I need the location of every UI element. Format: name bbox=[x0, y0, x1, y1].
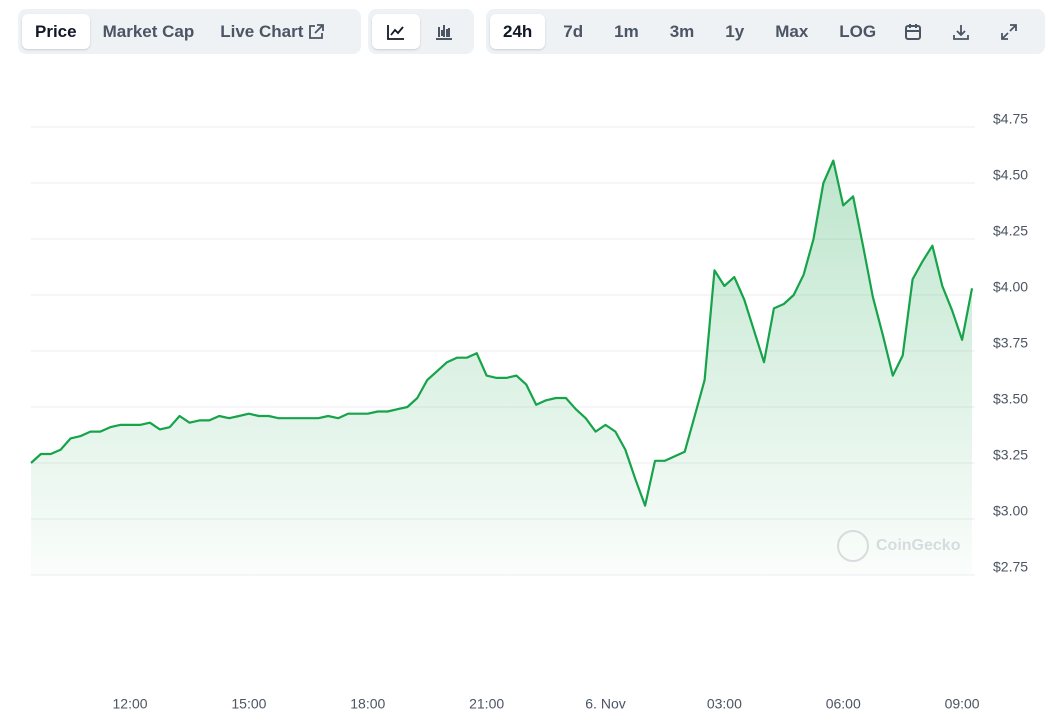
range[interactable]: LOG bbox=[839, 21, 877, 41]
x-tick-label: 18:00 bbox=[350, 696, 385, 712]
expand-icon[interactable] bbox=[985, 14, 1033, 49]
range[interactable]: 24h bbox=[490, 14, 546, 49]
download-icon[interactable] bbox=[937, 14, 985, 49]
range[interactable]: 7d bbox=[563, 21, 584, 41]
y-tick-label: $3.50 bbox=[993, 391, 1028, 407]
line-icon[interactable] bbox=[372, 14, 420, 49]
price-line bbox=[30, 159, 974, 507]
watermark-text: CoinGecko bbox=[876, 537, 961, 554]
range[interactable]: 1y bbox=[725, 21, 745, 41]
y-tick-label: $3.00 bbox=[993, 503, 1028, 519]
ranges: 24h 7d 1m 3m 1y Max LOG bbox=[486, 9, 1045, 54]
y-tick-label: $4.00 bbox=[993, 279, 1028, 295]
icon bbox=[387, 24, 404, 40]
tab[interactable]: Live Chart bbox=[207, 14, 338, 49]
y-tick-label: $4.25 bbox=[993, 223, 1028, 239]
watermark: CoinGecko bbox=[837, 530, 961, 562]
area bbox=[31, 160, 972, 575]
chart-kind bbox=[368, 9, 474, 54]
y-tick-label: $3.25 bbox=[993, 447, 1028, 463]
range[interactable]: 1m bbox=[614, 21, 639, 41]
x-tick-label: 12:00 bbox=[113, 696, 148, 712]
x-tick-label: 03:00 bbox=[707, 696, 742, 712]
y-tick-label: $2.75 bbox=[993, 559, 1028, 575]
tab-label: Live Chart bbox=[220, 21, 304, 41]
x-tick-label: 15:00 bbox=[231, 696, 266, 712]
y-tick-label: $4.50 bbox=[993, 167, 1028, 183]
icon bbox=[1001, 23, 1018, 40]
x-tick-label: 06:00 bbox=[826, 696, 861, 712]
x-tick-label: 21:00 bbox=[469, 696, 504, 712]
x-tick-label: 6. Nov bbox=[585, 696, 625, 712]
icon bbox=[905, 23, 922, 40]
range[interactable]: 3m bbox=[669, 21, 695, 41]
view-tabs: Price Market Cap Live Chart bbox=[18, 9, 361, 54]
y-tick-label: $3.75 bbox=[993, 335, 1028, 351]
range[interactable]: Max bbox=[775, 21, 809, 41]
calendar-icon[interactable] bbox=[889, 14, 937, 49]
tab[interactable]: Market Cap bbox=[102, 21, 195, 41]
candle-icon[interactable] bbox=[420, 14, 468, 49]
y-tick-label: $4.75 bbox=[993, 111, 1028, 127]
x-tick-label: 09:00 bbox=[945, 696, 980, 712]
icon bbox=[953, 24, 970, 40]
tab[interactable]: Price bbox=[22, 14, 90, 49]
icon bbox=[436, 24, 452, 40]
external-icon bbox=[309, 23, 325, 39]
